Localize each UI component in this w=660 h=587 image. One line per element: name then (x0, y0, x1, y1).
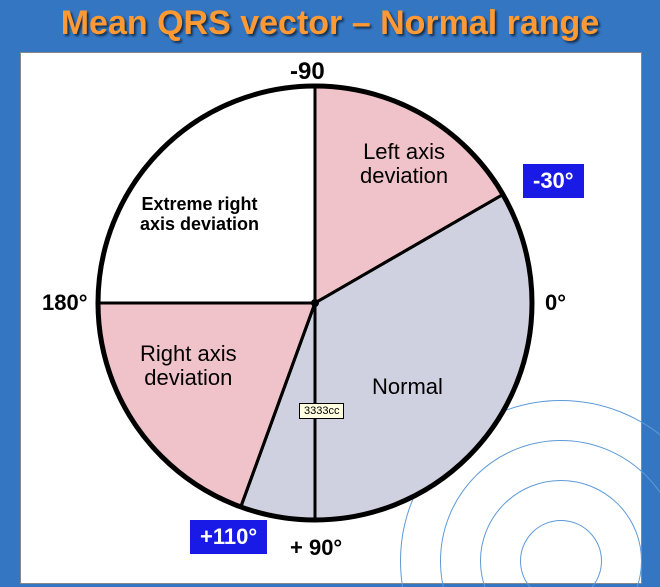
color-tooltip: 3333cc (299, 403, 344, 419)
badge-minus-30: -30° (523, 164, 584, 198)
label-right-line2: deviation (144, 365, 232, 390)
axis-label-top: -90 (290, 58, 325, 86)
axis-label-bottom: + 90° (290, 535, 342, 561)
label-right-line1: Right axis (140, 341, 237, 366)
label-normal-line1: Normal (372, 374, 443, 399)
slide: Mean QRS vector – Normal range -90 0° + … (0, 0, 660, 587)
label-left-line2: deviation (360, 163, 448, 188)
axis-label-left: 180° (42, 290, 88, 316)
label-left-axis-deviation: Left axis deviation (360, 140, 448, 188)
label-left-line1: Left axis (363, 139, 445, 164)
label-normal: Normal (372, 375, 443, 399)
label-extreme-line2: axis deviation (140, 214, 259, 234)
badge-plus-110: +110° (190, 520, 267, 554)
center-dot (311, 299, 319, 307)
label-extreme-line1: Extreme right (142, 194, 258, 214)
label-right-axis-deviation: Right axis deviation (140, 342, 237, 390)
axis-label-right: 0° (545, 290, 566, 316)
label-extreme-right: Extreme right axis deviation (140, 195, 259, 235)
